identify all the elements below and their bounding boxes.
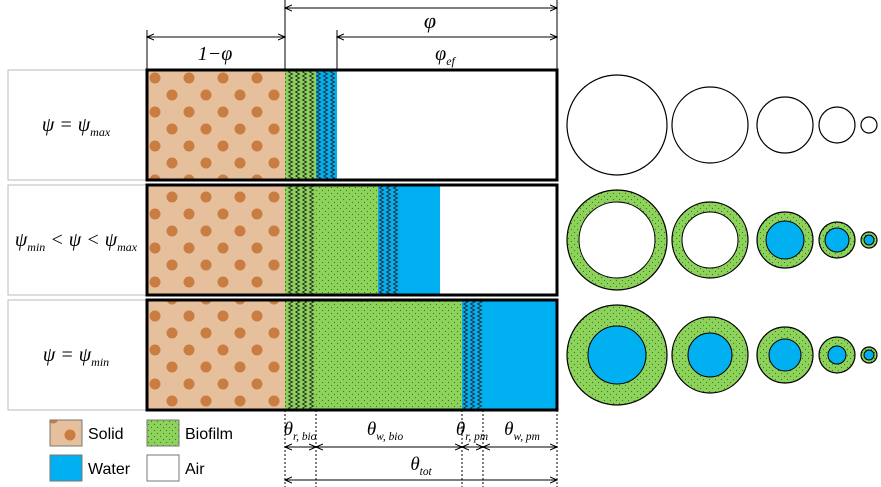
- segment: [337, 70, 557, 180]
- pore: [672, 87, 748, 163]
- segment: [462, 300, 483, 410]
- diagram: ψ = ψmaxψmin < ψ < ψmaxψ = ψminφ1−φφefθr…: [0, 0, 881, 487]
- theta-label: θw, bio: [367, 419, 404, 443]
- segment: [147, 70, 285, 180]
- segment: [285, 300, 316, 410]
- row-label: ψ = ψmax: [42, 114, 111, 139]
- theta-label: θtot: [410, 454, 432, 478]
- theta-label-part: θ: [284, 419, 293, 440]
- segment: [400, 185, 440, 295]
- pore-core: [579, 202, 655, 278]
- theta-label: θr, bio: [284, 419, 317, 443]
- pore: [861, 117, 877, 133]
- pore: [819, 107, 855, 143]
- row-label: ψmin < ψ < ψmax: [15, 229, 138, 254]
- theta-label-sub: r, pm: [465, 431, 488, 443]
- legend-label: Solid: [88, 426, 124, 443]
- theta-label-part: θ: [367, 419, 376, 440]
- legend-swatch: [50, 420, 82, 446]
- solid-label-part: 1−φ: [198, 43, 233, 65]
- theta-label-sub: r, bio: [293, 431, 317, 443]
- legend-swatch: [147, 420, 179, 446]
- theta-label: θw, pm: [504, 419, 540, 443]
- theta-label-part: θ: [504, 419, 513, 440]
- pore-core: [688, 333, 732, 377]
- row-label-sub: max: [117, 240, 138, 254]
- row-label-part: ψ: [15, 229, 28, 251]
- legend-swatch: [50, 455, 82, 481]
- solid-label: 1−φ: [198, 43, 233, 65]
- theta-label-sub: tot: [420, 466, 433, 478]
- theta-label-sub: w, bio: [376, 431, 403, 443]
- legend-label: Biofilm: [185, 426, 233, 443]
- row-label: ψ = ψmin: [43, 344, 109, 369]
- eff-label-part: φ: [435, 43, 446, 65]
- segment: [316, 300, 462, 410]
- eff-label: φef: [435, 43, 456, 68]
- theta-label-sub: w, pm: [513, 431, 539, 443]
- pore-core: [864, 350, 874, 360]
- porosity-label: φ: [424, 8, 436, 33]
- pore: [567, 75, 667, 175]
- pore-core: [769, 339, 801, 371]
- segment: [147, 185, 285, 295]
- pore-core: [864, 235, 874, 245]
- pore-core: [682, 212, 738, 268]
- row-label-sub: min: [91, 355, 109, 369]
- segment: [440, 185, 557, 295]
- row-label-sub: max: [90, 125, 111, 139]
- pore-core: [825, 228, 849, 252]
- segment: [378, 185, 400, 295]
- segment: [285, 70, 316, 180]
- pore: [757, 97, 813, 153]
- theta-label-part: θ: [456, 419, 465, 440]
- pore-core: [588, 326, 646, 384]
- pore-core: [766, 221, 804, 259]
- eff-label-sub: ef: [446, 54, 456, 68]
- row-label-sub: min: [27, 240, 45, 254]
- legend-label: Air: [185, 461, 205, 478]
- legend-label: Water: [88, 461, 131, 478]
- row-label-part: ψ = ψ: [42, 114, 91, 136]
- row-label-part: < ψ < ψ: [45, 229, 117, 251]
- segment: [483, 300, 557, 410]
- segment: [316, 70, 337, 180]
- segment: [147, 300, 285, 410]
- segment: [316, 185, 378, 295]
- porosity-label-part: φ: [424, 8, 436, 33]
- legend-swatch: [147, 455, 179, 481]
- pore-core: [828, 346, 846, 364]
- segment: [285, 185, 316, 295]
- theta-label-part: θ: [410, 454, 419, 475]
- row-label-part: ψ = ψ: [43, 344, 92, 366]
